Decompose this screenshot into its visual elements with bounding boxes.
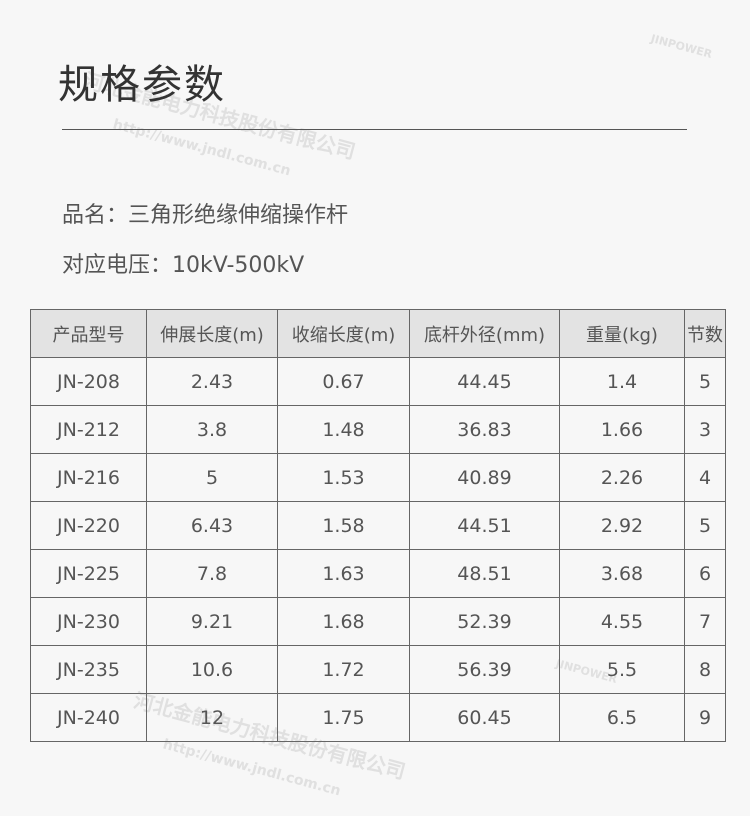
table-row: JN-216 5 1.53 40.89 2.26 4 — [30, 453, 726, 502]
table-cell: 1.75 — [277, 693, 410, 742]
table-cell: JN-220 — [30, 501, 147, 550]
table-cell: JN-212 — [30, 405, 147, 454]
column-header: 收缩长度(m) — [277, 309, 410, 358]
table-cell: 0.67 — [277, 357, 410, 406]
divider — [62, 129, 687, 130]
column-header: 重量(kg) — [559, 309, 685, 358]
table-cell: 8 — [684, 645, 726, 694]
column-header: 伸展长度(m) — [146, 309, 278, 358]
table-cell: 4 — [684, 453, 726, 502]
table-cell: 40.89 — [409, 453, 560, 502]
column-header: 产品型号 — [30, 309, 147, 358]
table-cell: 9.21 — [146, 597, 278, 646]
table-cell: JN-235 — [30, 645, 147, 694]
table-cell: 6.5 — [559, 693, 685, 742]
table-cell: 7 — [684, 597, 726, 646]
table-cell: 9 — [684, 693, 726, 742]
table-cell: 1.63 — [277, 549, 410, 598]
table-cell: 48.51 — [409, 549, 560, 598]
table-cell: 60.45 — [409, 693, 560, 742]
table-cell: 5 — [684, 357, 726, 406]
table-row: JN-230 9.21 1.68 52.39 4.55 7 — [30, 597, 726, 646]
voltage-range: 对应电压：10kV-500kV — [62, 253, 305, 278]
table-cell: 10.6 — [146, 645, 278, 694]
watermark-url: http://www.jndl.com.cn — [161, 736, 343, 800]
spec-table: 产品型号 伸展长度(m) 收缩长度(m) 底杆外径(mm) 重量(kg) 节数 JN-20… — [30, 309, 726, 742]
table-cell: JN-208 — [30, 357, 147, 406]
table-cell: 1.66 — [559, 405, 685, 454]
table-header-row: 产品型号 伸展长度(m) 收缩长度(m) 底杆外径(mm) 重量(kg) 节数 — [30, 309, 726, 358]
table-cell: 1.68 — [277, 597, 410, 646]
table-cell: 5 — [146, 453, 278, 502]
table-cell: 3.8 — [146, 405, 278, 454]
product-name: 品名：三角形绝缘伸缩操作杆 — [62, 203, 349, 228]
table-cell: 3 — [684, 405, 726, 454]
table-cell: 12 — [146, 693, 278, 742]
table-cell: JN-240 — [30, 693, 147, 742]
table-cell: 1.53 — [277, 453, 410, 502]
table-row: JN-208 2.43 0.67 44.45 1.4 5 — [30, 357, 726, 406]
table-cell: 5.5 — [559, 645, 685, 694]
table-cell: 1.4 — [559, 357, 685, 406]
table-cell: 2.26 — [559, 453, 685, 502]
table-cell: 1.58 — [277, 501, 410, 550]
table-cell: 6 — [684, 549, 726, 598]
table-cell: JN-225 — [30, 549, 147, 598]
table-cell: 6.43 — [146, 501, 278, 550]
table-row: JN-240 12 1.75 60.45 6.5 9 — [30, 693, 726, 742]
table-cell: 3.68 — [559, 549, 685, 598]
table-row: JN-212 3.8 1.48 36.83 1.66 3 — [30, 405, 726, 454]
table-cell: 7.8 — [146, 549, 278, 598]
column-header: 节数 — [684, 309, 726, 358]
table-cell: 44.45 — [409, 357, 560, 406]
table-cell: 52.39 — [409, 597, 560, 646]
column-header: 底杆外径(mm) — [409, 309, 560, 358]
table-cell: 5 — [684, 501, 726, 550]
table-cell: JN-216 — [30, 453, 147, 502]
table-cell: 2.43 — [146, 357, 278, 406]
watermark-brand: JINPOWER — [649, 32, 714, 61]
table-cell: 56.39 — [409, 645, 560, 694]
table-row: JN-225 7.8 1.63 48.51 3.68 6 — [30, 549, 726, 598]
table-cell: 2.92 — [559, 501, 685, 550]
table-cell: 1.72 — [277, 645, 410, 694]
table-cell: 4.55 — [559, 597, 685, 646]
table-row: JN-220 6.43 1.58 44.51 2.92 5 — [30, 501, 726, 550]
page-title: 规格参数 — [58, 62, 226, 108]
table-cell: JN-230 — [30, 597, 147, 646]
watermark-url: http://www.jndl.com.cn — [111, 116, 293, 180]
table-row: JN-235 10.6 1.72 56.39 5.5 8 — [30, 645, 726, 694]
table-cell: 36.83 — [409, 405, 560, 454]
table-cell: 44.51 — [409, 501, 560, 550]
table-cell: 1.48 — [277, 405, 410, 454]
